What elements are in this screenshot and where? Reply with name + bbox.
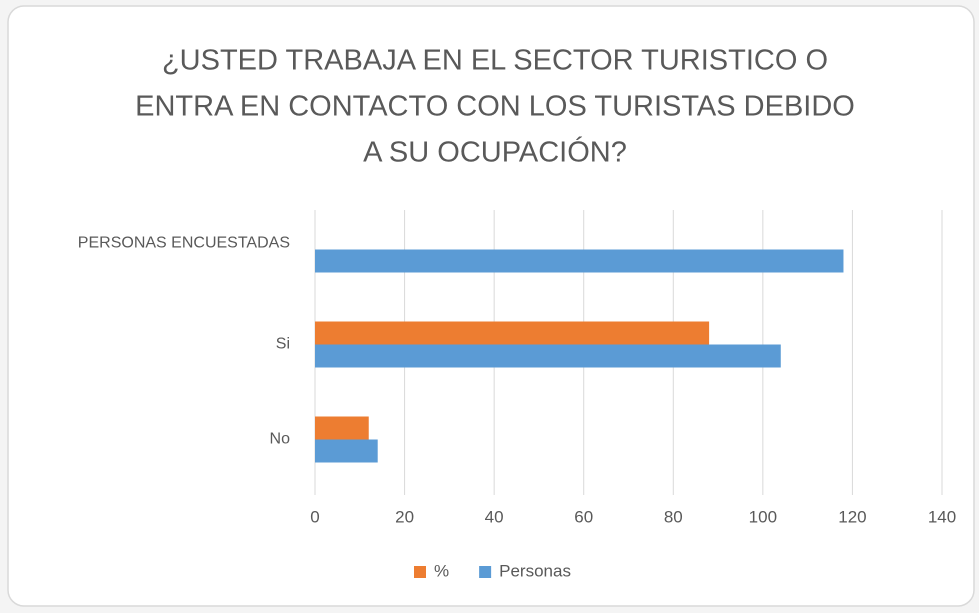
y-tick-label: Si xyxy=(276,336,290,353)
x-tick-label: 80 xyxy=(664,507,683,526)
chart-title: ¿USTED TRABAJA EN EL SECTOR TURISTICO O xyxy=(162,45,828,77)
x-tick-label: 140 xyxy=(928,507,956,526)
x-tick-label: 60 xyxy=(574,507,593,526)
x-tick-label: 20 xyxy=(395,507,414,526)
chart-title: A SU OCUPACIÓN? xyxy=(363,136,627,169)
x-tick-label: 0 xyxy=(310,507,319,526)
bar xyxy=(315,416,369,440)
y-tick-label: No xyxy=(270,431,291,448)
x-tick-label: 40 xyxy=(485,507,504,526)
legend-label: Personas xyxy=(499,561,571,580)
y-tick-label: PERSONAS ENCUESTADAS xyxy=(78,235,290,252)
chart-card xyxy=(7,5,975,607)
x-tick-label: 100 xyxy=(749,507,777,526)
x-tick-label: 120 xyxy=(838,507,866,526)
bar xyxy=(315,249,844,273)
bar xyxy=(315,321,710,345)
legend-swatch xyxy=(414,566,426,578)
bar xyxy=(315,439,378,463)
bar xyxy=(315,344,781,368)
legend-label: % xyxy=(434,561,449,580)
legend-swatch xyxy=(479,566,492,578)
chart-title: ENTRA EN CONTACTO CON LOS TURISTAS DEBID… xyxy=(135,91,855,123)
